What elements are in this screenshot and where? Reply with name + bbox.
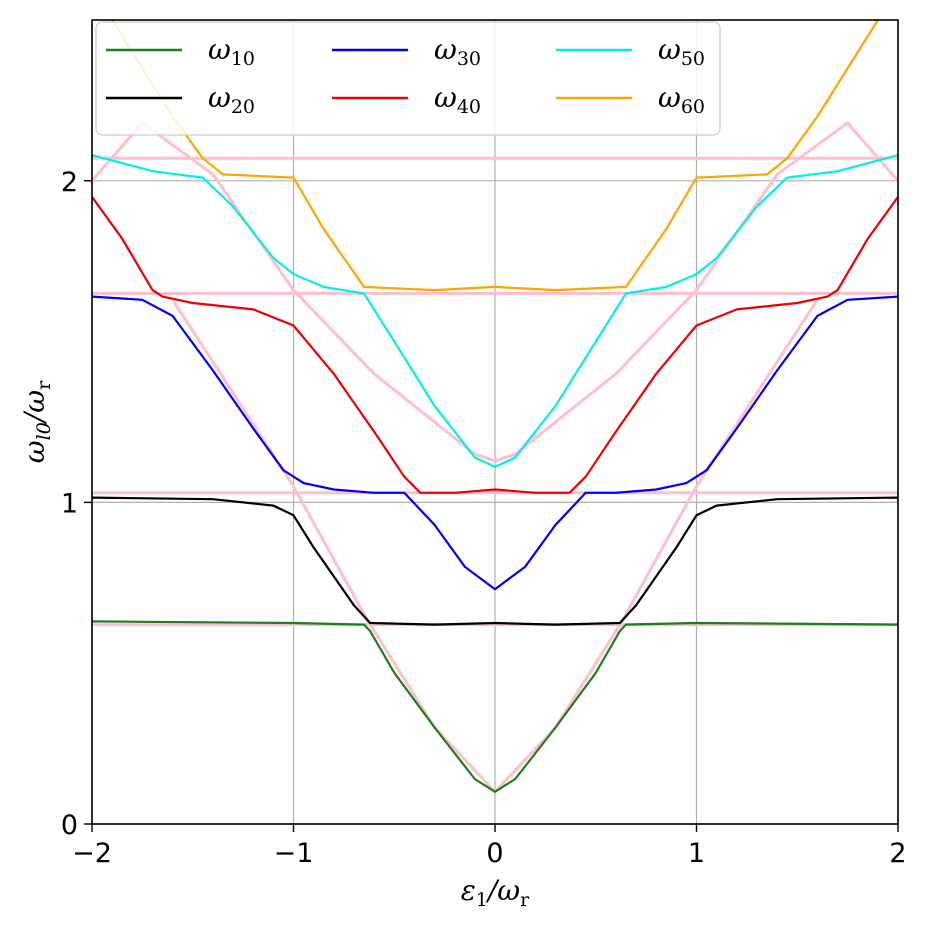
series-line-w20 (92, 496, 898, 626)
x-tick-label-4: 2 (889, 838, 906, 869)
x-tick-label-1: −1 (274, 838, 314, 869)
x-tick-label-3: 1 (688, 838, 705, 869)
y-axis-label: ωl0/ωr (18, 380, 55, 463)
legend-label-w10: ω10 (208, 33, 255, 70)
series-line-w50 (92, 154, 898, 469)
series-line-w30 (92, 295, 898, 591)
series-lines (92, 20, 898, 793)
guide-line-4 (92, 121, 898, 463)
x-tick-label-0: −2 (72, 838, 112, 869)
series-line-w40 (92, 196, 898, 494)
legend-label-w60: ω60 (658, 81, 705, 118)
x-tick-label-2: 0 (486, 838, 503, 869)
legend: ω10 ω20 ω30 ω40 ω50 ω60 (95, 21, 721, 136)
legend-label-w50: ω50 (658, 33, 705, 70)
y-tick-label-0: 0 (61, 810, 78, 841)
y-tick-label-2: 2 (61, 167, 78, 198)
legend-box (95, 21, 721, 136)
legend-label-w40: ω40 (434, 81, 481, 118)
legend-label-w30: ω30 (434, 33, 481, 70)
legend-label-w20: ω20 (208, 81, 255, 118)
x-axis-label: ε1/ωr (461, 874, 530, 911)
series-line-w10 (92, 620, 898, 793)
axis-ticks: −2 −1 0 1 2 0 1 2 (61, 167, 907, 869)
series-line-w60 (111, 20, 879, 292)
y-tick-label-1: 1 (61, 488, 78, 519)
